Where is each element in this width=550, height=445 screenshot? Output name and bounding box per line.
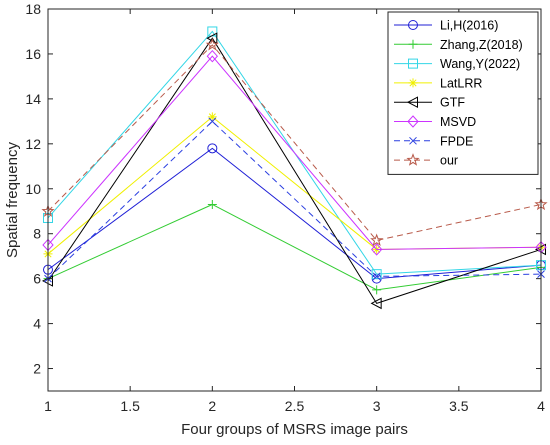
data-point (370, 243, 383, 256)
x-tick-label: 3.5 (449, 398, 469, 414)
x-axis-label: Four groups of MSRS image pairs (181, 421, 408, 438)
data-point (208, 117, 217, 126)
x-tick-label: 3 (373, 398, 381, 414)
data-point (370, 233, 384, 247)
legend-label: FPDE (440, 134, 473, 148)
series-5 (42, 49, 547, 256)
y-tick-label: 6 (33, 271, 41, 287)
legend-entry: MSVD (394, 115, 476, 129)
axes: 1 1.5 2 2.5 3 3.5 4 2 4 6 8 10 12 14 16 18 (25, 1, 545, 414)
y-tick-label: 10 (25, 181, 41, 197)
legend-entry: Li,H(2016) (394, 19, 498, 33)
legend-marker (406, 96, 418, 109)
data-point (372, 272, 381, 281)
legend-label: Li,H(2016) (440, 19, 498, 33)
legend-marker (407, 115, 419, 128)
y-tick-label: 18 (25, 1, 41, 17)
x-tick-label: 1.5 (120, 398, 140, 414)
legend-marker (408, 20, 418, 30)
legend-label: GTF (440, 96, 465, 110)
legend-label: Wang,Y(2022) (440, 57, 520, 71)
data-point (207, 199, 217, 209)
y-tick-label: 14 (25, 91, 41, 107)
data-point (370, 297, 382, 310)
x-tick-label: 2.5 (285, 398, 305, 414)
series-line (47, 147, 542, 280)
legend-entry: our (394, 153, 458, 168)
legend-marker (408, 58, 418, 69)
legend-entry: Zhang,Z(2018) (394, 38, 523, 52)
data-point (372, 285, 382, 295)
data-point (206, 49, 219, 63)
series-line (47, 203, 542, 291)
y-tick-label: 8 (33, 226, 41, 242)
legend-entry: FPDE (394, 134, 473, 148)
legend-label: LatLRR (440, 76, 482, 90)
y-tick-label: 16 (25, 46, 41, 62)
legend-entry: GTF (394, 96, 465, 110)
data-point (371, 269, 382, 280)
data-point (207, 112, 217, 122)
legend-entry: LatLRR (394, 76, 482, 90)
legend-marker (406, 153, 420, 166)
data-point (205, 38, 219, 51)
x-tick-label: 2 (208, 398, 216, 414)
series-line (47, 37, 542, 304)
y-tick-label: 4 (33, 316, 41, 332)
data-point (207, 143, 218, 154)
x-tick-label: 1 (44, 398, 52, 414)
legend-marker (408, 39, 418, 49)
series-line (47, 44, 542, 242)
series-line (47, 55, 542, 250)
y-tick-label: 12 (25, 136, 41, 152)
legend-marker (408, 78, 418, 88)
y-tick-label: 2 (33, 361, 41, 377)
legend-marker (409, 136, 417, 145)
legend-entry: Wang,Y(2022) (394, 57, 520, 71)
legend-label: Zhang,Z(2018) (440, 38, 523, 52)
series-line (47, 120, 542, 280)
x-tick-label: 4 (537, 398, 545, 414)
legend-box (387, 11, 539, 175)
legend-label: our (440, 154, 458, 168)
y-axis-label: Spatial frequency (4, 142, 21, 258)
legend-label: MSVD (440, 115, 476, 129)
legend: Li,H(2016) Zhang,Z(2018) Wang,Y(2022) LatLR… (387, 11, 539, 175)
